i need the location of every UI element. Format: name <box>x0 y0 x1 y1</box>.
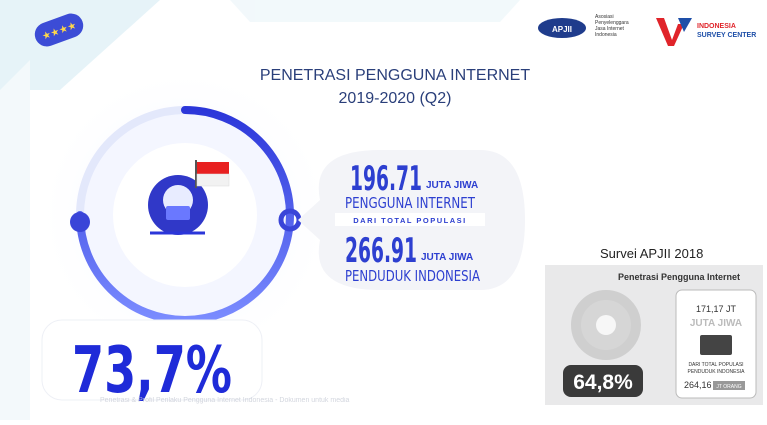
background-stripes <box>0 0 520 420</box>
progress-arc <box>76 106 294 324</box>
card-number: 264,16 <box>684 380 712 390</box>
card-percent-box <box>563 365 643 397</box>
top-left-icon: ★★★★ <box>34 13 84 47</box>
logo-text: APJII <box>552 25 572 34</box>
card-percent: 64,8% <box>573 371 633 394</box>
isc-logo: INDONESIA SURVEY CENTER <box>656 18 756 46</box>
logo-text: SURVEY CENTER <box>697 32 756 39</box>
card-number: 171,17 JT <box>696 304 737 314</box>
card-unit: JT ORANG <box>716 384 741 390</box>
arc-knob <box>70 212 90 232</box>
card-divider: PENDUDUK INDONESIA <box>688 369 746 375</box>
percent-banner <box>41 319 263 401</box>
logo-caption: Asosiasi Penyelenggara Jasa Internet Ind… <box>595 14 629 38</box>
survey-heading: Survei APJII 2018 <box>600 246 703 261</box>
title: PENETRASI PENGGUNA INTERNET <box>260 67 530 84</box>
divider-box <box>335 213 485 226</box>
card-title: Penetrasi Pengguna Internet <box>618 272 740 282</box>
divider-text: DARI TOTAL POPULASI <box>353 216 467 225</box>
stat-label: PENGGUNA INTERNET <box>345 194 476 212</box>
stat-unit: JUTA JIWA <box>426 180 478 191</box>
stat-label: PENDUDUK INDONESIA <box>345 267 481 285</box>
footer: Penetrasi & Profil Perilaku Pengguna Int… <box>100 397 350 404</box>
stat-number: 196.71 <box>350 159 422 199</box>
stat-number: 266.91 <box>345 231 417 271</box>
card-divider: DARI TOTAL POPULASI <box>688 362 743 368</box>
subtitle: 2019-2020 (Q2) <box>339 90 452 107</box>
apjii-logo: APJII Asosiasi Penyelenggara Jasa Intern… <box>538 14 629 38</box>
penetration-value: 73,7% <box>72 334 232 408</box>
card-unit: JUTA JIWA <box>690 318 742 329</box>
logo-text: INDONESIA <box>697 23 736 30</box>
stat-unit: JUTA JIWA <box>421 252 473 263</box>
